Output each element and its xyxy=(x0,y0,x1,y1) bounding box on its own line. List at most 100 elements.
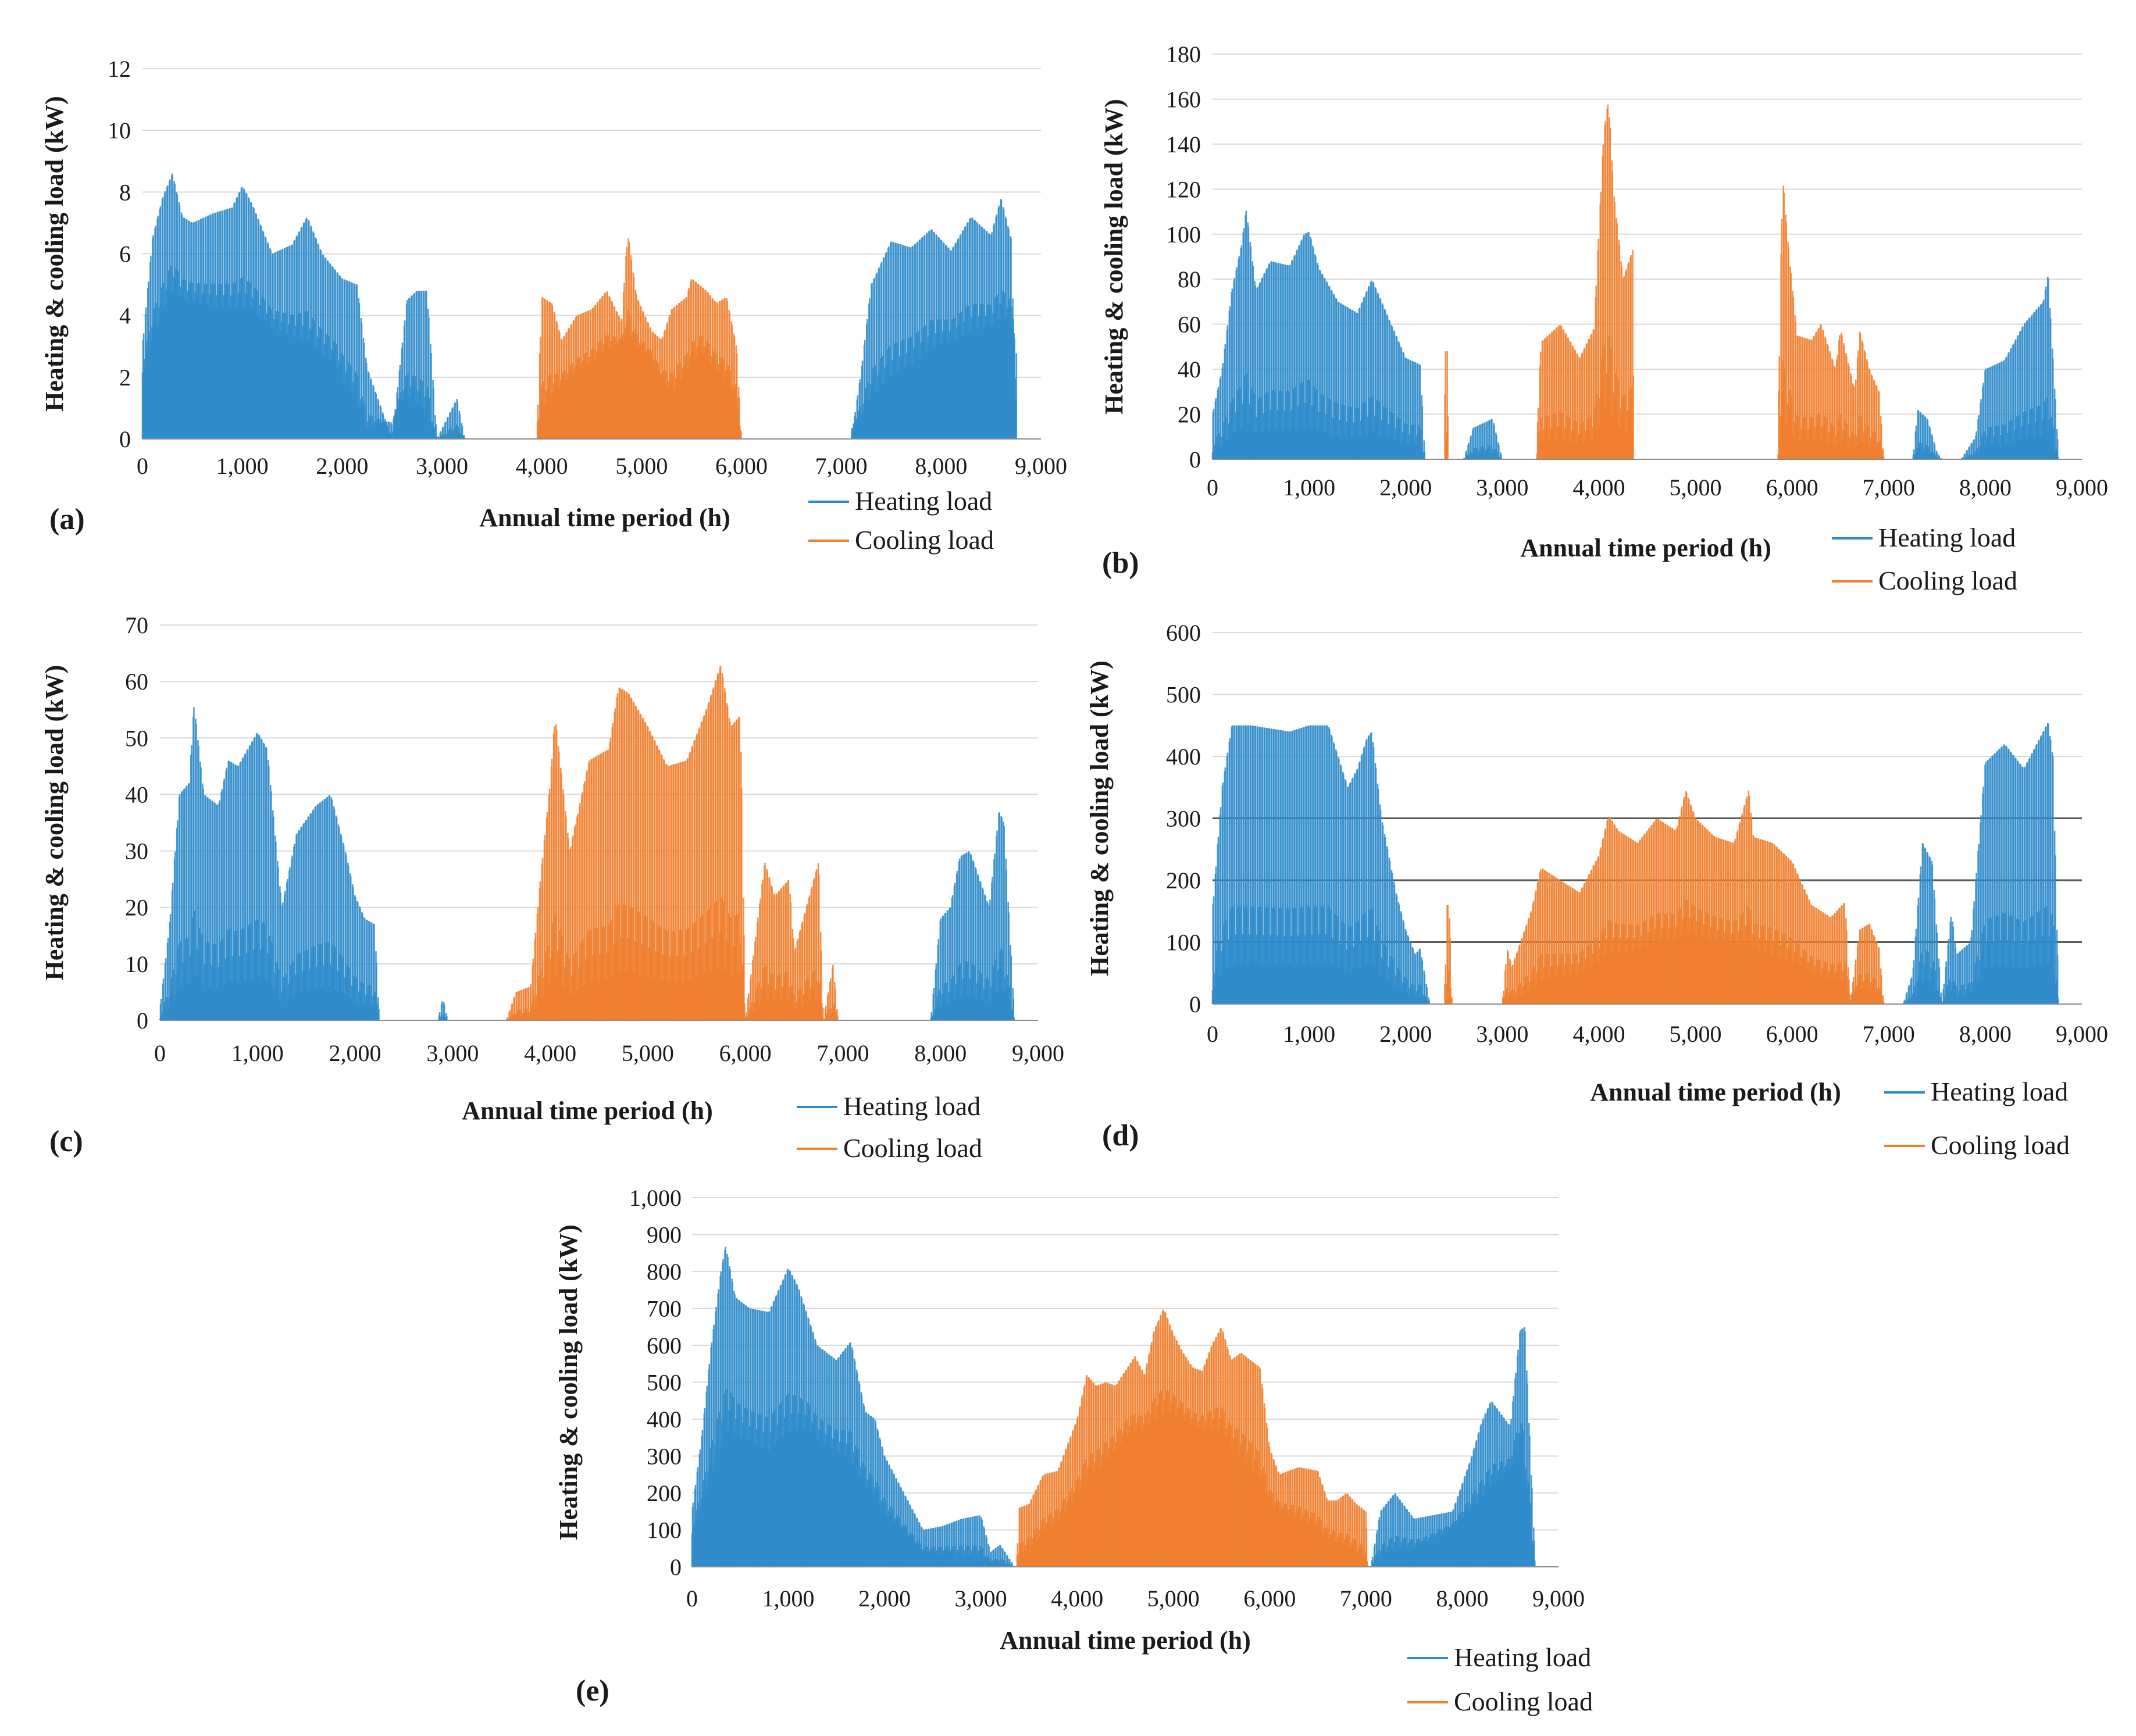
legend-label: Heating load xyxy=(1878,523,2016,552)
x-tick-label: 2,000 xyxy=(1379,474,1432,501)
y-tick-label: 50 xyxy=(125,725,148,751)
series-cooling xyxy=(506,666,839,1020)
x-tick-label: 4,000 xyxy=(524,1040,576,1066)
y-tick-label: 10 xyxy=(125,951,148,977)
y-tick-label: 40 xyxy=(125,781,148,808)
y-tick-label: 6 xyxy=(119,241,131,267)
x-tick-label: 4,000 xyxy=(1572,474,1625,501)
y-tick-label: 120 xyxy=(1166,176,1201,202)
x-tick-label: 9,000 xyxy=(2056,474,2108,501)
panel-c: 0 10 20 30 40 50 60 70 0 1,000 2,000 3,000 4,000 5,00… xyxy=(40,612,1064,1163)
series-heating xyxy=(1211,723,2059,1004)
x-axis-title: Annual time period (h) xyxy=(1590,1078,1841,1106)
series-heating xyxy=(1211,210,2059,459)
x-tick-label: 3,000 xyxy=(1476,1021,1528,1047)
x-tick-label: 4,000 xyxy=(1572,1021,1625,1047)
y-tick-label: 700 xyxy=(647,1296,682,1322)
x-tick-label: 6,000 xyxy=(719,1040,772,1066)
y-tick-label: 900 xyxy=(647,1222,682,1248)
x-tick-label: 6,000 xyxy=(1766,474,1818,501)
x-axis-title: Annual time period (h) xyxy=(1520,534,1771,562)
y-tick-label: 20 xyxy=(1178,402,1201,428)
y-tick-label: 2 xyxy=(119,365,131,391)
y-tick-label: 600 xyxy=(1166,620,1201,646)
y-tick-label: 10 xyxy=(108,117,131,144)
y-tick-label: 0 xyxy=(1189,446,1201,473)
x-tick-label: 1,000 xyxy=(216,453,269,479)
series-cooling xyxy=(1444,104,1885,459)
x-tick-label: 9,000 xyxy=(2056,1021,2108,1047)
panel-d: 0 100 200 300 400 500 600 0 1,000 2,000 3,000 4,000… xyxy=(1085,620,2108,1160)
panel-label: (b) xyxy=(1102,546,1139,580)
series-cooling xyxy=(1444,790,1885,1004)
y-tick-label: 1,000 xyxy=(629,1185,682,1211)
x-tick-label: 8,000 xyxy=(1959,474,2012,501)
legend-label: Heating load xyxy=(855,486,992,516)
x-tick-label: 7,000 xyxy=(815,453,868,479)
y-tick-label: 140 xyxy=(1166,131,1201,158)
x-tick-label: 7,000 xyxy=(1863,474,1915,501)
y-tick-label: 0 xyxy=(1189,991,1201,1017)
x-tick-label: 1,000 xyxy=(1283,474,1335,501)
y-tick-label: 0 xyxy=(670,1554,682,1580)
y-tick-label: 80 xyxy=(1178,266,1201,292)
y-tick-label: 100 xyxy=(1166,222,1201,248)
y-tick-label: 8 xyxy=(119,179,131,205)
x-tick-label: 5,000 xyxy=(1670,474,1722,501)
x-tick-label: 0 xyxy=(1207,1021,1218,1047)
y-tick-label: 100 xyxy=(1166,930,1201,956)
y-axis-title: Heating & cooling load (kW) xyxy=(40,665,69,981)
series-heating xyxy=(141,173,1018,439)
y-tick-label: 40 xyxy=(1178,356,1201,383)
x-tick-label: 6,000 xyxy=(1766,1021,1818,1047)
y-tick-label: 30 xyxy=(125,838,148,865)
x-tick-label: 6,000 xyxy=(715,453,768,479)
panel-label: (a) xyxy=(49,503,85,536)
x-tick-label: 0 xyxy=(137,453,148,479)
x-tick-label: 3,000 xyxy=(416,453,468,479)
panel-label: (d) xyxy=(1102,1119,1139,1152)
x-tick-label: 0 xyxy=(1207,474,1218,501)
x-tick-label: 8,000 xyxy=(914,1040,967,1066)
series-heating xyxy=(159,707,1015,1020)
x-tick-label: 1,000 xyxy=(1283,1021,1335,1047)
series-cooling xyxy=(536,238,742,439)
x-tick-label: 2,000 xyxy=(316,453,368,479)
x-tick-label: 8,000 xyxy=(1959,1021,2012,1047)
panel-label: (c) xyxy=(49,1125,83,1158)
y-tick-label: 500 xyxy=(1166,682,1201,708)
y-tick-label: 4 xyxy=(119,303,131,329)
x-tick-label: 9,000 xyxy=(1012,1040,1064,1066)
y-tick-label: 300 xyxy=(1166,806,1201,832)
x-tick-label: 1,000 xyxy=(231,1040,284,1066)
x-tick-label: 3,000 xyxy=(426,1040,479,1066)
legend-label: Cooling load xyxy=(1931,1130,2070,1160)
y-tick-label: 100 xyxy=(647,1517,682,1544)
legend-label: Cooling load xyxy=(855,525,994,555)
x-tick-label: 5,000 xyxy=(622,1040,674,1066)
legend-label: Heating load xyxy=(1931,1077,2068,1106)
x-axis-title: Annual time period (h) xyxy=(479,503,730,532)
x-tick-label: 7,000 xyxy=(816,1040,869,1066)
y-tick-label: 0 xyxy=(137,1008,148,1034)
y-axis-title: Heating & cooling load (kW) xyxy=(1100,99,1128,415)
x-tick-label: 5,000 xyxy=(1670,1021,1722,1047)
x-tick-label: 4,000 xyxy=(516,453,568,479)
panel-b: 0 20 40 60 80 100 120 140 160 180 0 1,000 2,000 3,000… xyxy=(1100,41,2108,595)
x-tick-label: 9,000 xyxy=(1015,453,1067,479)
y-axis-title: Heating & cooling load (kW) xyxy=(1085,660,1114,976)
y-tick-label: 200 xyxy=(647,1480,682,1506)
x-tick-label: 3,000 xyxy=(1476,474,1528,501)
y-tick-label: 180 xyxy=(1166,41,1201,67)
x-tick-label: 0 xyxy=(154,1040,166,1066)
y-axis-title: Heating & cooling load (kW) xyxy=(40,96,69,412)
y-tick-label: 160 xyxy=(1166,86,1201,112)
y-tick-label: 12 xyxy=(108,56,131,82)
x-axis-title: Annual time period (h) xyxy=(462,1096,712,1125)
y-tick-label: 300 xyxy=(647,1444,682,1470)
series-heating xyxy=(691,1246,1536,1567)
x-tick-label: 2,000 xyxy=(329,1040,381,1066)
legend-label: Cooling load xyxy=(1878,566,2017,595)
x-tick-label: 2,000 xyxy=(1379,1021,1432,1047)
